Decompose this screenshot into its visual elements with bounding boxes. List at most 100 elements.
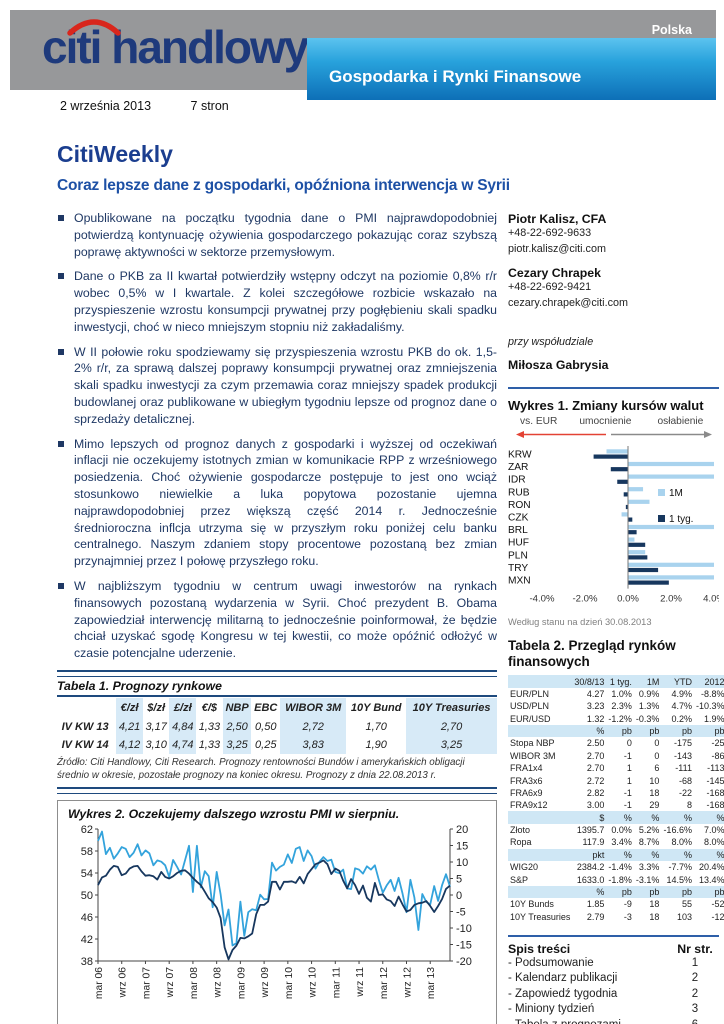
svg-text:mar 07: mar 07 — [141, 967, 152, 999]
table2-cell: % — [633, 811, 662, 824]
table2-cell: pb — [661, 724, 694, 738]
chart2-title: Wykres 2. Oczekujemy dalszego wzrostu PM… — [68, 807, 400, 822]
collaborator-name: Miłosza Gabrysia — [508, 357, 609, 372]
svg-text:-10: -10 — [456, 923, 472, 935]
svg-text:MXN: MXN — [508, 575, 531, 586]
svg-text:-15: -15 — [456, 940, 472, 952]
svg-text:mar 10: mar 10 — [284, 967, 295, 999]
table2-cell: % — [633, 848, 662, 861]
toc-item-label: - Kalendarz publikacji — [508, 972, 618, 985]
table2-cell: 4.27 — [586, 688, 605, 699]
table2-cell: -8.8% — [700, 688, 724, 699]
table2-cell: 8.0% — [671, 837, 692, 848]
table-row: FRA1x4 2.70 1 6 -111 -113 — [508, 762, 724, 774]
table2-row-label: S&P — [510, 874, 529, 885]
table2-block: Tabela 2. Przegląd rynków finansowych 30… — [508, 637, 724, 923]
table2-cell: -145 — [706, 775, 724, 786]
table1-cell: 3,25 — [222, 735, 252, 754]
svg-text:TRY: TRY — [508, 562, 528, 573]
main-column: CitiWeekly Coraz lepsze dane z gospodark… — [57, 141, 510, 1024]
table-row: WIBOR 3M 2.70 -1 0 -143 -86 — [508, 750, 724, 762]
svg-text:50: 50 — [81, 890, 93, 902]
svg-text:PLN: PLN — [508, 550, 528, 561]
table-row: WIG20 2384.2 -1.4% 3.3% -7.7% 20.4% — [508, 861, 724, 873]
table2-cell: pb — [661, 885, 694, 899]
table2-cell: 1633.0 — [576, 874, 605, 885]
country-label: Polska — [651, 23, 692, 37]
svg-text:wrz 09: wrz 09 — [260, 967, 271, 999]
table2-cell: -10.3% — [695, 701, 724, 712]
table2-row-label: USD/PLN — [510, 701, 550, 712]
table1-col-header: €/$ — [201, 701, 218, 714]
table2-row-label: Złoto — [510, 825, 531, 835]
table2-row-label: FRA1x4 — [510, 763, 543, 774]
table2-cell: 13.4% — [698, 874, 724, 885]
table2-cell: 4.7% — [671, 701, 692, 712]
bullet-item: Opublikowane na początku tygodnia dane o… — [57, 210, 497, 260]
table2-cell: -3 — [623, 911, 632, 922]
citi-arc-icon — [67, 19, 121, 36]
contact-email: cezary.chrapek@citi.com — [508, 296, 628, 309]
table2-cell: -16.6% — [663, 825, 692, 835]
table2-cell: % — [606, 811, 634, 824]
table2-cell: -168 — [706, 787, 724, 798]
table-row: EUR/USD 1.32 -1.2% -0.3% 0.2% 1.9% — [508, 712, 724, 724]
table2-cell: 0.2% — [671, 713, 692, 724]
table1-block: Tabela 1. Prognozy rynkowe €/zł $/zł £/zł €… — [57, 669, 497, 795]
table2-cell: 0.0% — [611, 825, 632, 835]
toc-page-header: Nr str. — [677, 941, 713, 956]
table-row: EUR/PLN 4.27 1.0% 0.9% 4.9% -8.8% — [508, 688, 724, 700]
svg-text:1 tyg.: 1 tyg. — [669, 514, 693, 525]
table1-col-header: 10Y Bund — [350, 701, 402, 714]
table2-header-cell: 1 tyg. — [606, 675, 634, 688]
svg-text:42: 42 — [81, 934, 93, 946]
table1-col-header: £/zł — [169, 697, 197, 718]
contact-phone: +48-22-692-9633 — [508, 227, 592, 239]
svg-text:wrz 10: wrz 10 — [308, 967, 319, 999]
svg-text:wrz 07: wrz 07 — [165, 967, 176, 999]
table-row: % pb pb pb pb — [508, 724, 724, 738]
toc-item-label: - Podsumowanie — [508, 956, 594, 969]
table2-cell: pb — [633, 724, 662, 738]
toc-item-page: 2 — [691, 972, 699, 985]
table2-cell: pb — [606, 724, 634, 738]
table2-row-label — [508, 885, 573, 899]
logo-word-handlowy: handlowy — [111, 21, 309, 73]
contact-phone: +48-22-692-9421 — [508, 281, 592, 294]
table2-title: Tabela 2. Przegląd rynków finansowych — [508, 637, 676, 670]
table2-row-label: WIG20 — [510, 862, 539, 873]
table2-header-row: 30/8/13 1 tyg. 1M YTD 2012 — [508, 675, 724, 688]
table1-cell: 3,17 — [145, 720, 167, 733]
table2-cell: -111 — [675, 763, 692, 774]
table2-cell: 1.32 — [586, 713, 605, 724]
table2-cell: 3.4% — [611, 837, 632, 848]
chart1-note: Według stanu na dzień 30.08.2013 — [508, 616, 652, 627]
table2-cell: pkt — [572, 848, 607, 861]
table2-cell: 3.23 — [586, 701, 605, 712]
table2-cell: 3.3% — [638, 862, 660, 873]
table1-cell: 3,83 — [280, 735, 347, 754]
table1-cell: 2,72 — [280, 717, 347, 736]
svg-text:46: 46 — [81, 912, 93, 924]
contact-email: piotr.kalisz@citi.com — [508, 242, 606, 255]
chart1-title: Wykres 1. Zmiany kursów walut — [508, 397, 704, 413]
table2-row-label: 10Y Treasuries — [510, 911, 571, 922]
svg-text:BRL: BRL — [508, 525, 528, 536]
table1-cell: 2,70 — [406, 717, 497, 736]
table1-cell: 0,25 — [255, 738, 277, 751]
bullet-item: W najbliższym tygodniu w centrum uwagi i… — [57, 578, 497, 662]
toc-item-page: 1 — [691, 956, 699, 969]
toc-item: - Kalendarz publikacji 2 — [508, 971, 719, 987]
table2-cell: -1 — [623, 787, 632, 798]
svg-text:-20: -20 — [456, 956, 472, 968]
table2-cell: 14.5% — [666, 874, 692, 885]
table1-cell: 4,12 — [116, 735, 143, 754]
strengthen-label: umocnienie — [579, 415, 632, 427]
table2-cell: -175 — [673, 738, 692, 749]
table2-cell: 0 — [626, 738, 632, 749]
svg-text:CZK: CZK — [508, 512, 529, 523]
toc-header: Spis treści Nr str. — [508, 942, 719, 956]
section-banner: Gospodarka i Rynki Finansowe — [307, 38, 716, 100]
table-row: S&P 1633.0 -1.8% -3.1% 14.5% 13.4% — [508, 873, 724, 885]
